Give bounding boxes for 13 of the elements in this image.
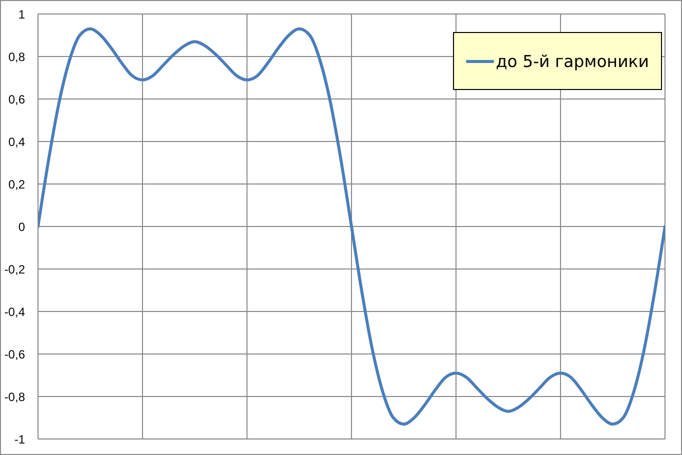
y-tick-label: -0,2	[4, 262, 26, 276]
y-tick-label: 0,8	[8, 50, 26, 64]
y-tick-label: 0,2	[8, 177, 26, 192]
y-tick-label: 0,6	[8, 92, 26, 106]
y-tick-label: -0,8	[4, 390, 26, 404]
y-tick-label: -0,6	[4, 347, 26, 362]
y-tick-label: 0	[18, 220, 26, 234]
legend-label: до 5-й гармоники	[496, 52, 649, 70]
line-series	[38, 27, 665, 426]
y-tick-label: -1	[14, 432, 26, 446]
y-tick-label: -0,4	[4, 304, 26, 319]
y-tick-label: 0,4	[8, 134, 26, 149]
y-tick-label: 1	[18, 7, 26, 22]
